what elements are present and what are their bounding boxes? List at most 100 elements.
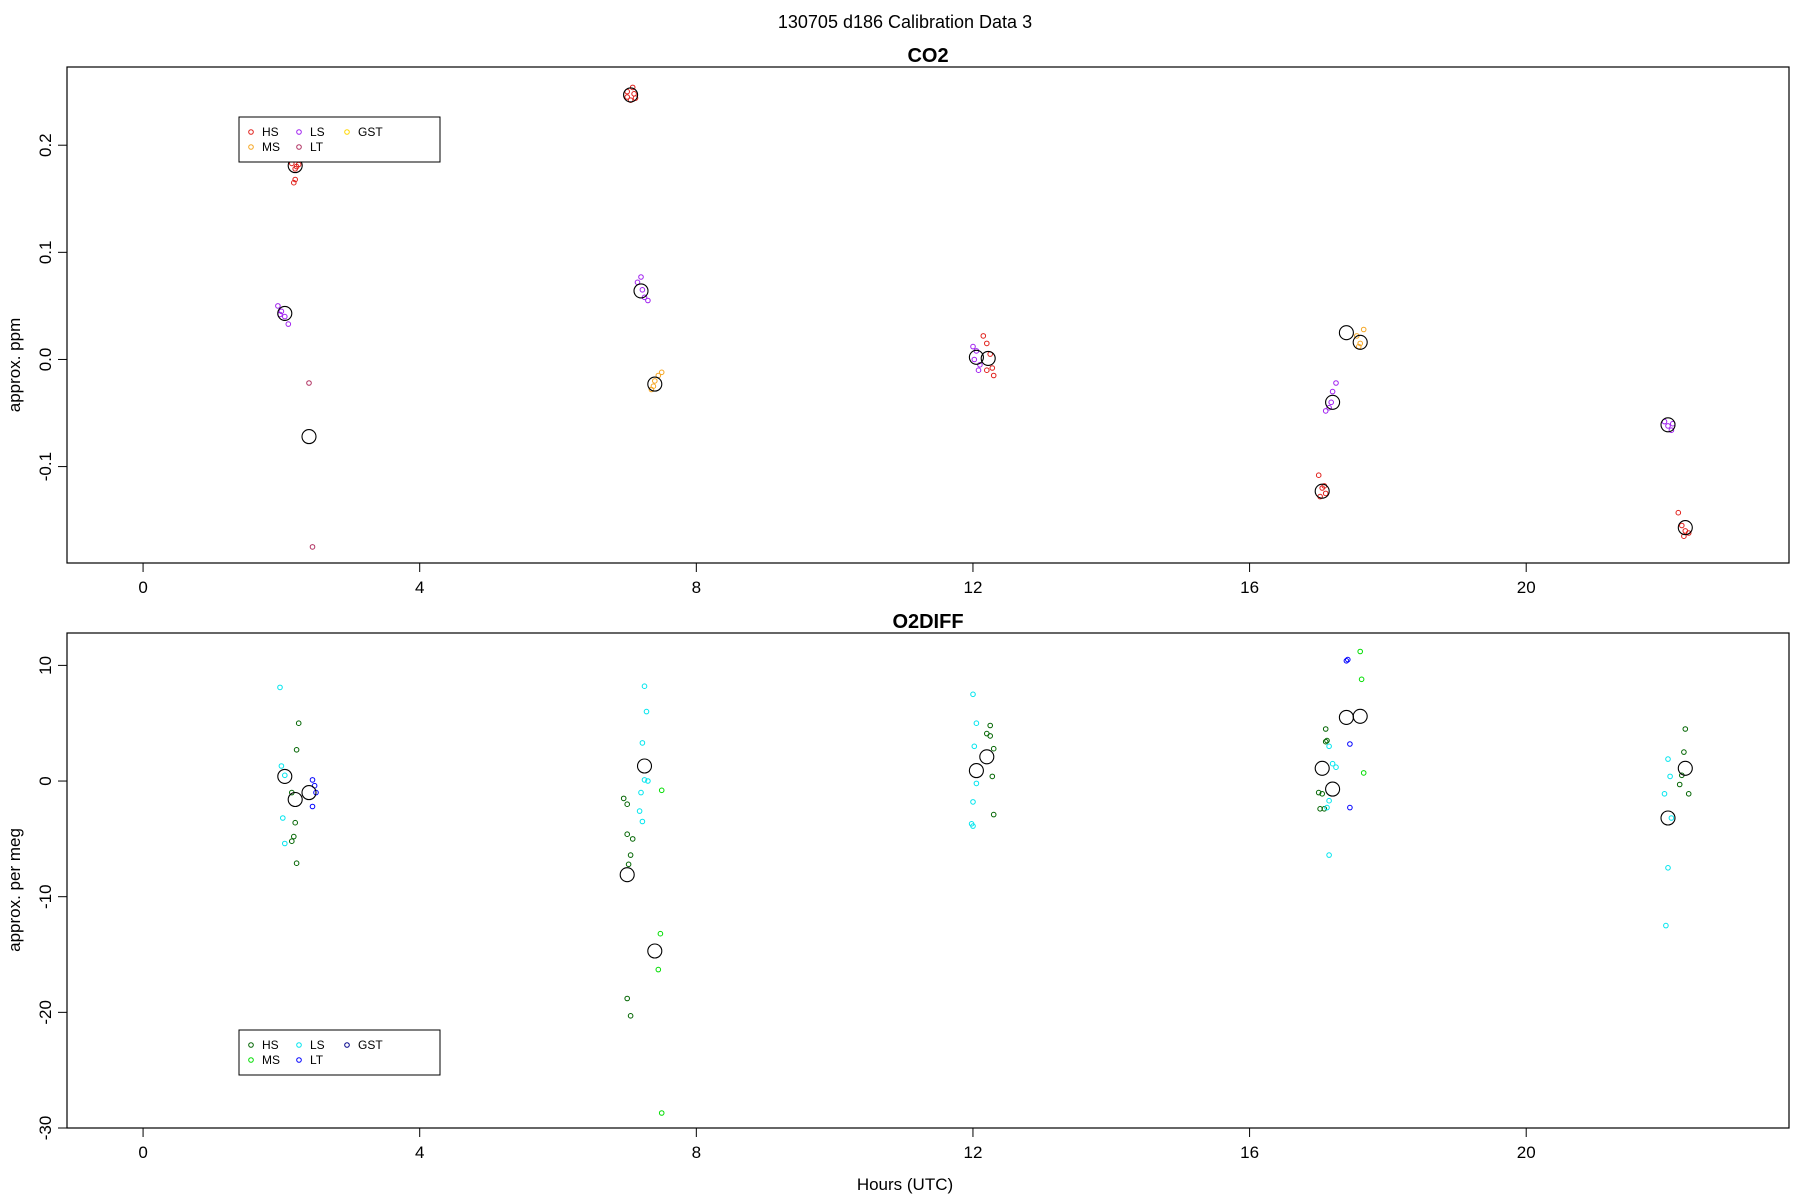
o2diff-point-ls xyxy=(1661,791,1668,797)
o2diff-point-ms xyxy=(655,966,662,973)
co2-point-hs xyxy=(1675,509,1682,516)
o2diff-panel: O2DIFF approx. per meg 0 4 8 12 16 20 -30 -20 -1… xyxy=(5,611,1790,1162)
o2diff-point-lt xyxy=(1343,658,1350,664)
co2-point-hs xyxy=(1322,490,1329,497)
o2diff-point-hs xyxy=(1682,726,1689,732)
co2-mean-point xyxy=(968,349,984,365)
o2diff-legend-marker xyxy=(296,1057,302,1063)
o2diff-legend-marker xyxy=(344,1042,350,1048)
o2diff-mean-point xyxy=(647,943,663,959)
o2diff-x-tick-label: 16 xyxy=(1240,1143,1259,1162)
o2diff-point-hs xyxy=(1681,749,1687,755)
co2-legend-label: LT xyxy=(310,140,324,154)
co2-point-ls xyxy=(639,287,646,293)
co2-point-hs xyxy=(980,333,987,339)
o2diff-mean-point xyxy=(968,763,984,779)
co2-legend-marker xyxy=(296,129,302,135)
o2diff-point-hs xyxy=(1324,737,1330,744)
o2diff-point-lt xyxy=(1347,804,1353,811)
o2diff-x-tick-label: 8 xyxy=(692,1143,701,1162)
o2diff-point-hs xyxy=(627,852,634,858)
co2-point-ls xyxy=(975,367,982,374)
co2-point-hs xyxy=(1679,522,1685,529)
co2-point-ms xyxy=(1360,326,1367,333)
o2diff-point-ms xyxy=(1357,648,1363,655)
o2diff-point-lt xyxy=(309,777,316,783)
o2diff-point-hs xyxy=(293,747,300,753)
o2diff-point-ls xyxy=(282,772,288,779)
o2diff-mean-point xyxy=(619,867,635,883)
o2diff-legend-label: HS xyxy=(262,1038,279,1052)
o2diff-mean-point xyxy=(979,749,995,765)
co2-y-axis-label: approx. ppm xyxy=(5,318,24,413)
co2-y-tick-label: 0.0 xyxy=(36,348,55,372)
co2-point-ls xyxy=(1668,427,1675,434)
o2diff-point-ls xyxy=(1665,756,1671,762)
co2-point-hs xyxy=(984,367,990,374)
o2diff-point-ls xyxy=(638,789,644,796)
o2diff-point-hs xyxy=(990,811,997,818)
co2-point-ls xyxy=(1665,423,1671,429)
o2diff-point-ls xyxy=(280,815,286,821)
o2diff-point-ls xyxy=(639,740,646,746)
o2diff-mean-point xyxy=(1677,760,1693,776)
o2diff-y-tick-label: 10 xyxy=(36,656,55,675)
co2-point-hs xyxy=(293,163,300,170)
co2-point-ls xyxy=(977,362,983,368)
co2-point-hs xyxy=(990,372,997,379)
co2-mean-point xyxy=(277,305,293,321)
o2diff-marks xyxy=(277,648,1693,1116)
o2diff-y-tick-label: -10 xyxy=(36,884,55,909)
co2-point-ls xyxy=(285,321,292,327)
o2diff-point-ls xyxy=(1665,865,1671,871)
o2diff-point-hs xyxy=(1321,806,1328,812)
x-axis-label: Hours (UTC) xyxy=(857,1175,953,1194)
co2-x-tick-label: 16 xyxy=(1240,578,1259,597)
co2-point-hs xyxy=(1315,472,1322,479)
co2-point-hs xyxy=(1681,533,1687,540)
o2diff-point-ls xyxy=(641,683,648,690)
co2-axes: 0 4 8 12 16 20 -0.1 0.0 0.1 0.2 xyxy=(36,133,1536,597)
o2diff-legend-label: LS xyxy=(310,1038,325,1052)
o2diff-point-hs xyxy=(624,801,631,808)
o2diff-legend-marker xyxy=(296,1042,302,1048)
o2diff-point-ms xyxy=(658,1110,665,1116)
o2diff-point-hs xyxy=(295,720,302,727)
o2diff-point-hs xyxy=(989,773,996,780)
co2-mean-point xyxy=(301,429,317,445)
o2diff-point-ls xyxy=(645,778,651,784)
co2-marks xyxy=(275,84,1693,550)
o2diff-point-ls xyxy=(636,808,643,814)
o2diff-point-ms xyxy=(658,787,665,794)
o2diff-x-tick-label: 0 xyxy=(138,1143,147,1162)
co2-point-hs xyxy=(291,179,297,186)
co2-mean-point xyxy=(1314,483,1330,499)
co2-x-tick-label: 20 xyxy=(1517,578,1536,597)
o2diff-point-ls xyxy=(1324,804,1330,811)
co2-point-hs xyxy=(627,97,634,103)
co2-point-ls xyxy=(645,297,651,304)
o2diff-point-ls xyxy=(277,684,283,691)
o2diff-point-hs xyxy=(624,995,631,1002)
o2diff-point-ls xyxy=(1668,815,1675,821)
o2diff-point-hs xyxy=(291,833,297,840)
o2diff-point-ls xyxy=(278,763,285,769)
o2diff-point-ls xyxy=(643,708,650,715)
co2-x-tick-label: 0 xyxy=(138,578,147,597)
co2-mean-point xyxy=(623,87,639,103)
o2diff-y-axis-label: approx. per meg xyxy=(5,828,24,952)
o2diff-point-ls xyxy=(1333,764,1339,771)
o2diff-x-tick-label: 20 xyxy=(1517,1143,1536,1162)
co2-legend-label: LS xyxy=(310,125,325,139)
o2diff-plot-frame xyxy=(66,632,1790,1129)
co2-panel-title: CO2 xyxy=(907,45,948,67)
o2diff-point-ls xyxy=(970,799,976,805)
o2diff-y-tick-label: -30 xyxy=(36,1116,55,1141)
co2-mean-point xyxy=(980,350,996,366)
co2-x-tick-label: 4 xyxy=(415,578,424,597)
o2diff-point-ls xyxy=(973,780,980,787)
o2diff-point-hs xyxy=(624,831,631,838)
o2diff-legend-marker xyxy=(248,1042,254,1048)
co2-point-ls xyxy=(275,303,281,309)
o2diff-point-hs xyxy=(1319,791,1325,797)
